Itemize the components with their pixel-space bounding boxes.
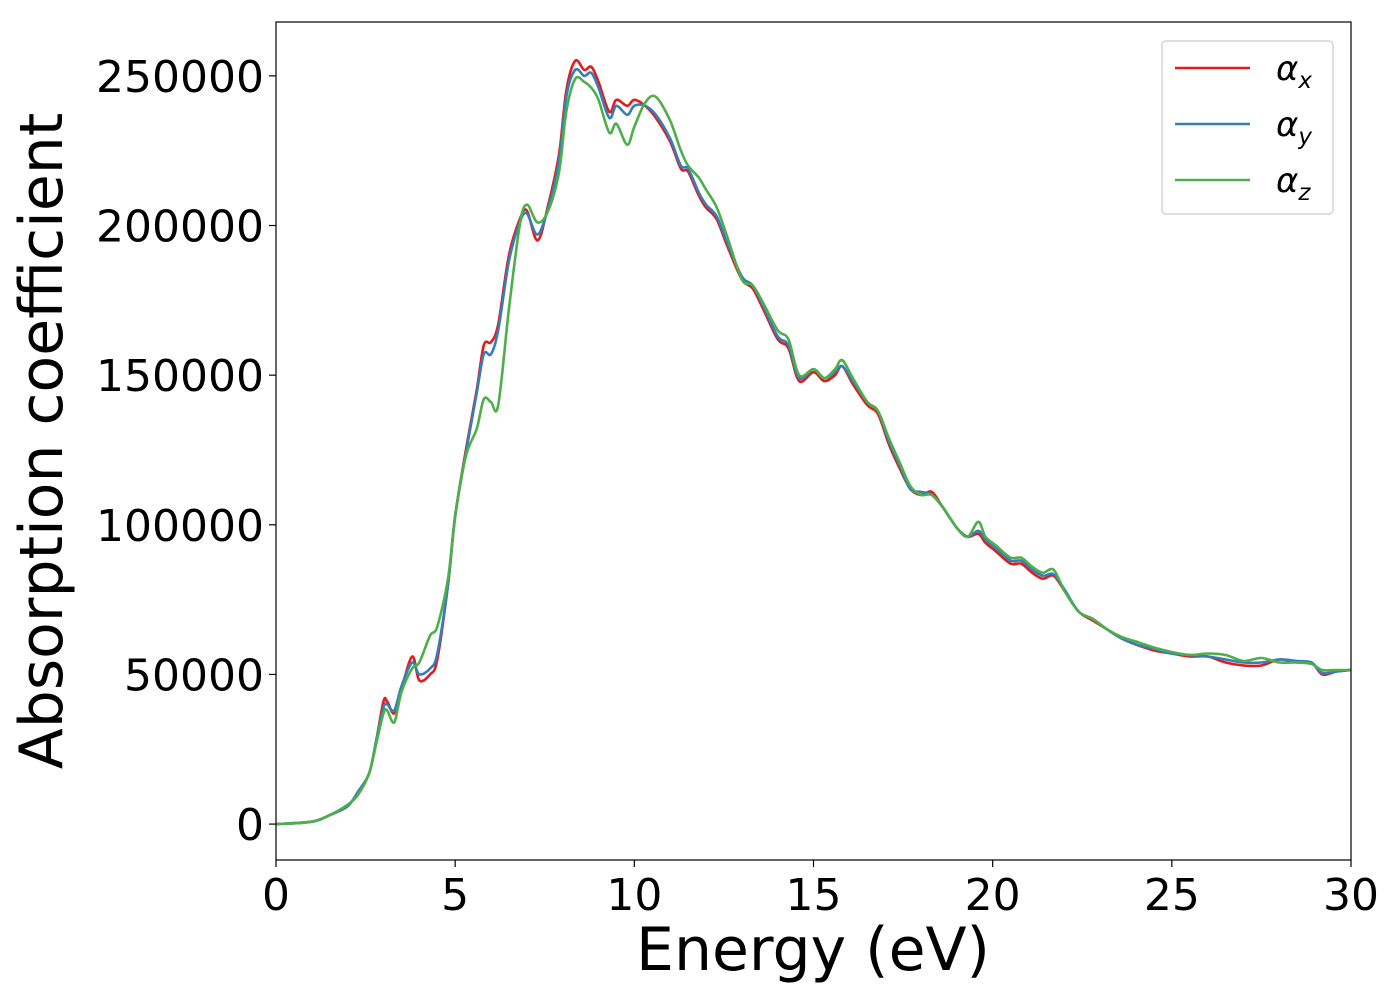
x-tick-label: 10 xyxy=(606,870,662,921)
y-axis-label: Absorption coefficient xyxy=(7,113,77,770)
y-axis-ticks: 0 50000 100000 150000 200000 250000 xyxy=(96,52,276,851)
y-tick-label: 100000 xyxy=(96,501,264,552)
y-tick-label: 0 xyxy=(236,800,264,851)
x-tick-label: 15 xyxy=(786,870,842,921)
x-tick-label: 5 xyxy=(441,870,469,921)
y-tick-label: 150000 xyxy=(96,351,264,402)
x-tick-label: 30 xyxy=(1323,870,1379,921)
x-axis-ticks: 0 5 10 15 20 25 30 xyxy=(262,860,1379,921)
y-tick-label: 50000 xyxy=(124,650,264,701)
legend-box xyxy=(1161,40,1334,215)
x-tick-label: 20 xyxy=(965,870,1021,921)
x-axis-label: Energy (eV) xyxy=(636,915,990,985)
y-tick-label: 200000 xyxy=(96,202,264,253)
series-layer xyxy=(275,58,1352,826)
series-line-alpha-z xyxy=(275,75,1351,826)
x-tick-label: 0 xyxy=(262,870,290,921)
y-tick-label: 250000 xyxy=(96,52,264,103)
x-tick-label: 25 xyxy=(1144,870,1200,921)
